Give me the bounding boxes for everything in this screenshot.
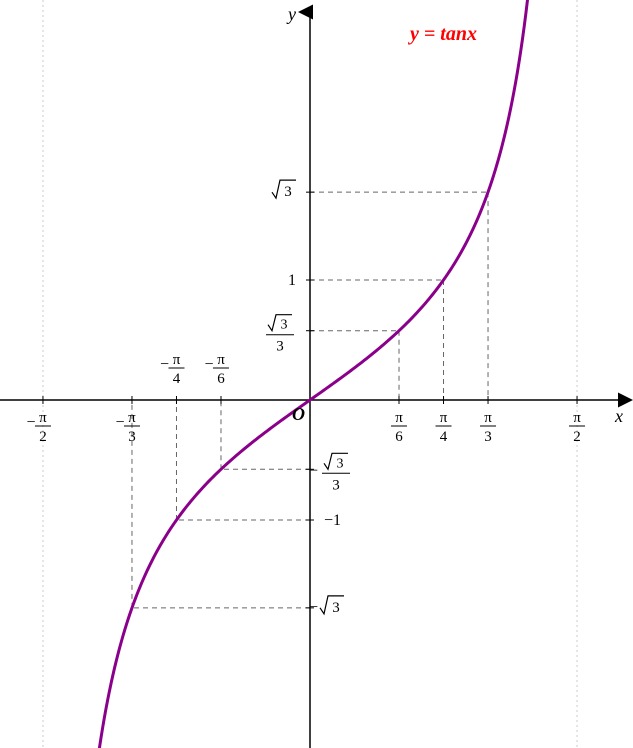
svg-text:3: 3 <box>484 429 492 445</box>
y-tick-neg_one: −1 <box>324 512 341 529</box>
svg-text:3: 3 <box>128 429 136 445</box>
svg-text:π: π <box>573 410 581 426</box>
y-tick-neg_sqrt3_3: −33 <box>309 453 350 493</box>
origin-label: O <box>292 404 305 424</box>
svg-text:−: − <box>160 356 169 373</box>
y-tick-one: 1 <box>288 272 296 289</box>
svg-text:3: 3 <box>276 339 284 355</box>
x-tick-pi_3: π3 <box>480 410 496 445</box>
svg-text:2: 2 <box>573 429 581 445</box>
tangent-chart: yxOy = tanx−π2−π3−π4−π6π6π4π3π23133−33−1… <box>0 0 633 748</box>
tangent-curve <box>77 0 531 748</box>
svg-text:6: 6 <box>217 371 225 387</box>
svg-text:3: 3 <box>332 477 340 493</box>
svg-text:3: 3 <box>281 318 288 333</box>
y-tick-sqrt3: 3 <box>272 180 296 200</box>
svg-text:π: π <box>217 352 225 368</box>
x-tick-pi_6: π6 <box>391 410 407 445</box>
x-tick-neg_pi_3: −π 3 <box>115 410 140 445</box>
x-tick-pi_2: π2 <box>569 410 585 445</box>
x-tick-pi_4: π4 <box>436 410 452 445</box>
y-axis-label: y <box>286 4 296 24</box>
x-tick-neg_pi_4: −π 4 <box>160 352 185 387</box>
y-tick-neg_sqrt3: −3 <box>309 596 344 616</box>
svg-text:−: − <box>309 462 318 479</box>
svg-text:π: π <box>128 410 136 426</box>
x-tick-neg_pi_6: −π 6 <box>204 352 229 387</box>
svg-text:6: 6 <box>395 429 403 445</box>
svg-text:3: 3 <box>337 456 344 471</box>
svg-text:π: π <box>395 410 403 426</box>
svg-text:2: 2 <box>39 429 47 445</box>
svg-text:π: π <box>173 352 181 368</box>
chart-svg: yxOy = tanx−π2−π3−π4−π6π6π4π3π23133−33−1… <box>0 0 633 748</box>
svg-text:4: 4 <box>173 371 181 387</box>
y-tick-sqrt3_3: 33 <box>266 315 294 355</box>
svg-text:π: π <box>440 410 448 426</box>
x-tick-neg_pi_2: −π 2 <box>26 410 51 445</box>
svg-text:4: 4 <box>440 429 448 445</box>
svg-text:−: − <box>115 414 124 431</box>
x-axis-label: x <box>614 406 623 426</box>
svg-text:3: 3 <box>332 600 340 616</box>
svg-text:3: 3 <box>284 184 292 200</box>
svg-text:−: − <box>26 414 35 431</box>
svg-text:π: π <box>484 410 492 426</box>
function-label: y = tanx <box>408 23 477 45</box>
svg-text:−: − <box>309 599 318 616</box>
svg-text:π: π <box>39 410 47 426</box>
svg-text:−: − <box>204 356 213 373</box>
